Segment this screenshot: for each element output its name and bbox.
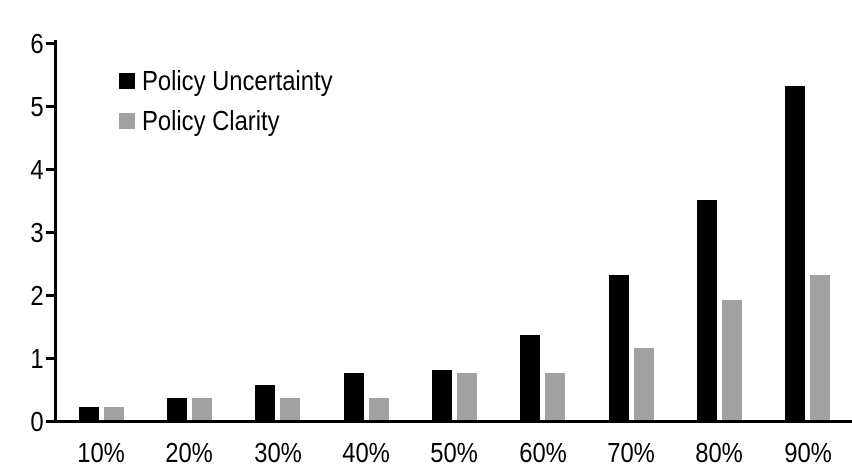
x-tick-label-text: 80% bbox=[695, 437, 744, 468]
bar-policy-uncertainty-90- bbox=[785, 86, 806, 420]
y-tick-label-3: 3 bbox=[0, 216, 44, 248]
x-tick-label-80-: 80% bbox=[675, 438, 763, 468]
legend-item-policy-clarity: Policy Clarity bbox=[119, 105, 366, 137]
bar-policy-clarity-90- bbox=[810, 275, 831, 420]
y-tick-label-1: 1 bbox=[0, 342, 44, 374]
y-tick-label-0: 0 bbox=[0, 405, 44, 437]
x-axis-labels: 10% 20% 30% 40% 50% 60% 70% 80% 90% bbox=[57, 438, 852, 468]
bar-policy-uncertainty-40- bbox=[343, 372, 364, 420]
x-tick-label-20-: 20% bbox=[145, 438, 233, 468]
y-tick-label-6: 6 bbox=[0, 27, 44, 59]
y-tick-label-text: 0 bbox=[30, 405, 44, 437]
y-tick-mark-6 bbox=[46, 42, 57, 45]
bar-policy-clarity-80- bbox=[721, 300, 742, 420]
bar-group-20- bbox=[145, 0, 233, 420]
bar-policy-uncertainty-10- bbox=[78, 407, 99, 420]
x-tick-label-30-: 30% bbox=[234, 438, 322, 468]
x-tick-label-70-: 70% bbox=[587, 438, 675, 468]
bar-policy-uncertainty-30- bbox=[255, 385, 276, 420]
bar-group-60- bbox=[499, 0, 587, 420]
bar-policy-uncertainty-60- bbox=[520, 334, 541, 420]
x-tick-label-10-: 10% bbox=[57, 438, 145, 468]
x-tick-label-text: 60% bbox=[518, 437, 567, 468]
y-tick-label-text: 2 bbox=[30, 279, 44, 311]
legend-label-policy-clarity: Policy Clarity bbox=[142, 105, 280, 136]
bar-group-70- bbox=[587, 0, 675, 420]
bar-policy-clarity-60- bbox=[545, 372, 566, 420]
y-tick-label-4: 4 bbox=[0, 153, 44, 185]
plot-area bbox=[57, 0, 852, 420]
y-tick-label-text: 1 bbox=[30, 342, 44, 374]
bar-policy-clarity-40- bbox=[368, 398, 389, 420]
x-tick-label-text: 40% bbox=[342, 437, 390, 468]
y-tick-mark-1 bbox=[46, 357, 57, 360]
y-tick-label-text: 5 bbox=[30, 90, 44, 122]
bar-policy-uncertainty-80- bbox=[696, 199, 717, 420]
bar-policy-uncertainty-70- bbox=[608, 275, 629, 420]
y-tick-label-5: 5 bbox=[0, 90, 44, 122]
bar-policy-uncertainty-20- bbox=[166, 398, 187, 420]
legend: Policy Uncertainty Policy Clarity bbox=[119, 65, 366, 145]
y-tick-mark-0 bbox=[46, 420, 57, 423]
bar-group-40- bbox=[322, 0, 410, 420]
x-tick-label-text: 30% bbox=[254, 437, 302, 468]
x-axis-line bbox=[54, 420, 852, 423]
bar-group-10- bbox=[57, 0, 145, 420]
bar-group-90- bbox=[764, 0, 852, 420]
x-tick-label-text: 70% bbox=[607, 437, 655, 468]
bar-policy-clarity-50- bbox=[456, 372, 477, 420]
y-tick-mark-2 bbox=[46, 294, 57, 297]
bar-policy-clarity-70- bbox=[633, 347, 654, 420]
y-tick-label-text: 3 bbox=[30, 216, 44, 248]
policy-clarity-swatch-icon bbox=[119, 113, 135, 129]
bar-group-80- bbox=[675, 0, 763, 420]
y-tick-mark-4 bbox=[46, 168, 57, 171]
y-tick-mark-5 bbox=[46, 105, 57, 108]
bar-group-30- bbox=[234, 0, 322, 420]
y-tick-label-text: 4 bbox=[30, 153, 44, 185]
x-tick-label-text: 90% bbox=[783, 437, 832, 468]
policy-uncertainty-swatch-icon bbox=[119, 73, 135, 89]
legend-label-policy-uncertainty: Policy Uncertainty bbox=[142, 65, 333, 96]
bar-policy-uncertainty-50- bbox=[431, 369, 452, 420]
bar-policy-clarity-30- bbox=[280, 398, 301, 420]
bar-policy-clarity-20- bbox=[191, 398, 212, 420]
x-tick-label-text: 50% bbox=[430, 437, 479, 468]
x-tick-label-text: 20% bbox=[165, 437, 214, 468]
legend-item-policy-uncertainty: Policy Uncertainty bbox=[119, 65, 366, 97]
bar-policy-clarity-10- bbox=[103, 407, 124, 420]
x-tick-label-text: 10% bbox=[77, 437, 125, 468]
y-tick-mark-3 bbox=[46, 231, 57, 234]
y-tick-label-2: 2 bbox=[0, 279, 44, 311]
x-tick-label-50-: 50% bbox=[410, 438, 498, 468]
bar-group-50- bbox=[410, 0, 498, 420]
y-tick-label-text: 6 bbox=[30, 27, 44, 59]
x-tick-label-40-: 40% bbox=[322, 438, 410, 468]
x-tick-label-60-: 60% bbox=[499, 438, 587, 468]
x-tick-label-90-: 90% bbox=[764, 438, 852, 468]
